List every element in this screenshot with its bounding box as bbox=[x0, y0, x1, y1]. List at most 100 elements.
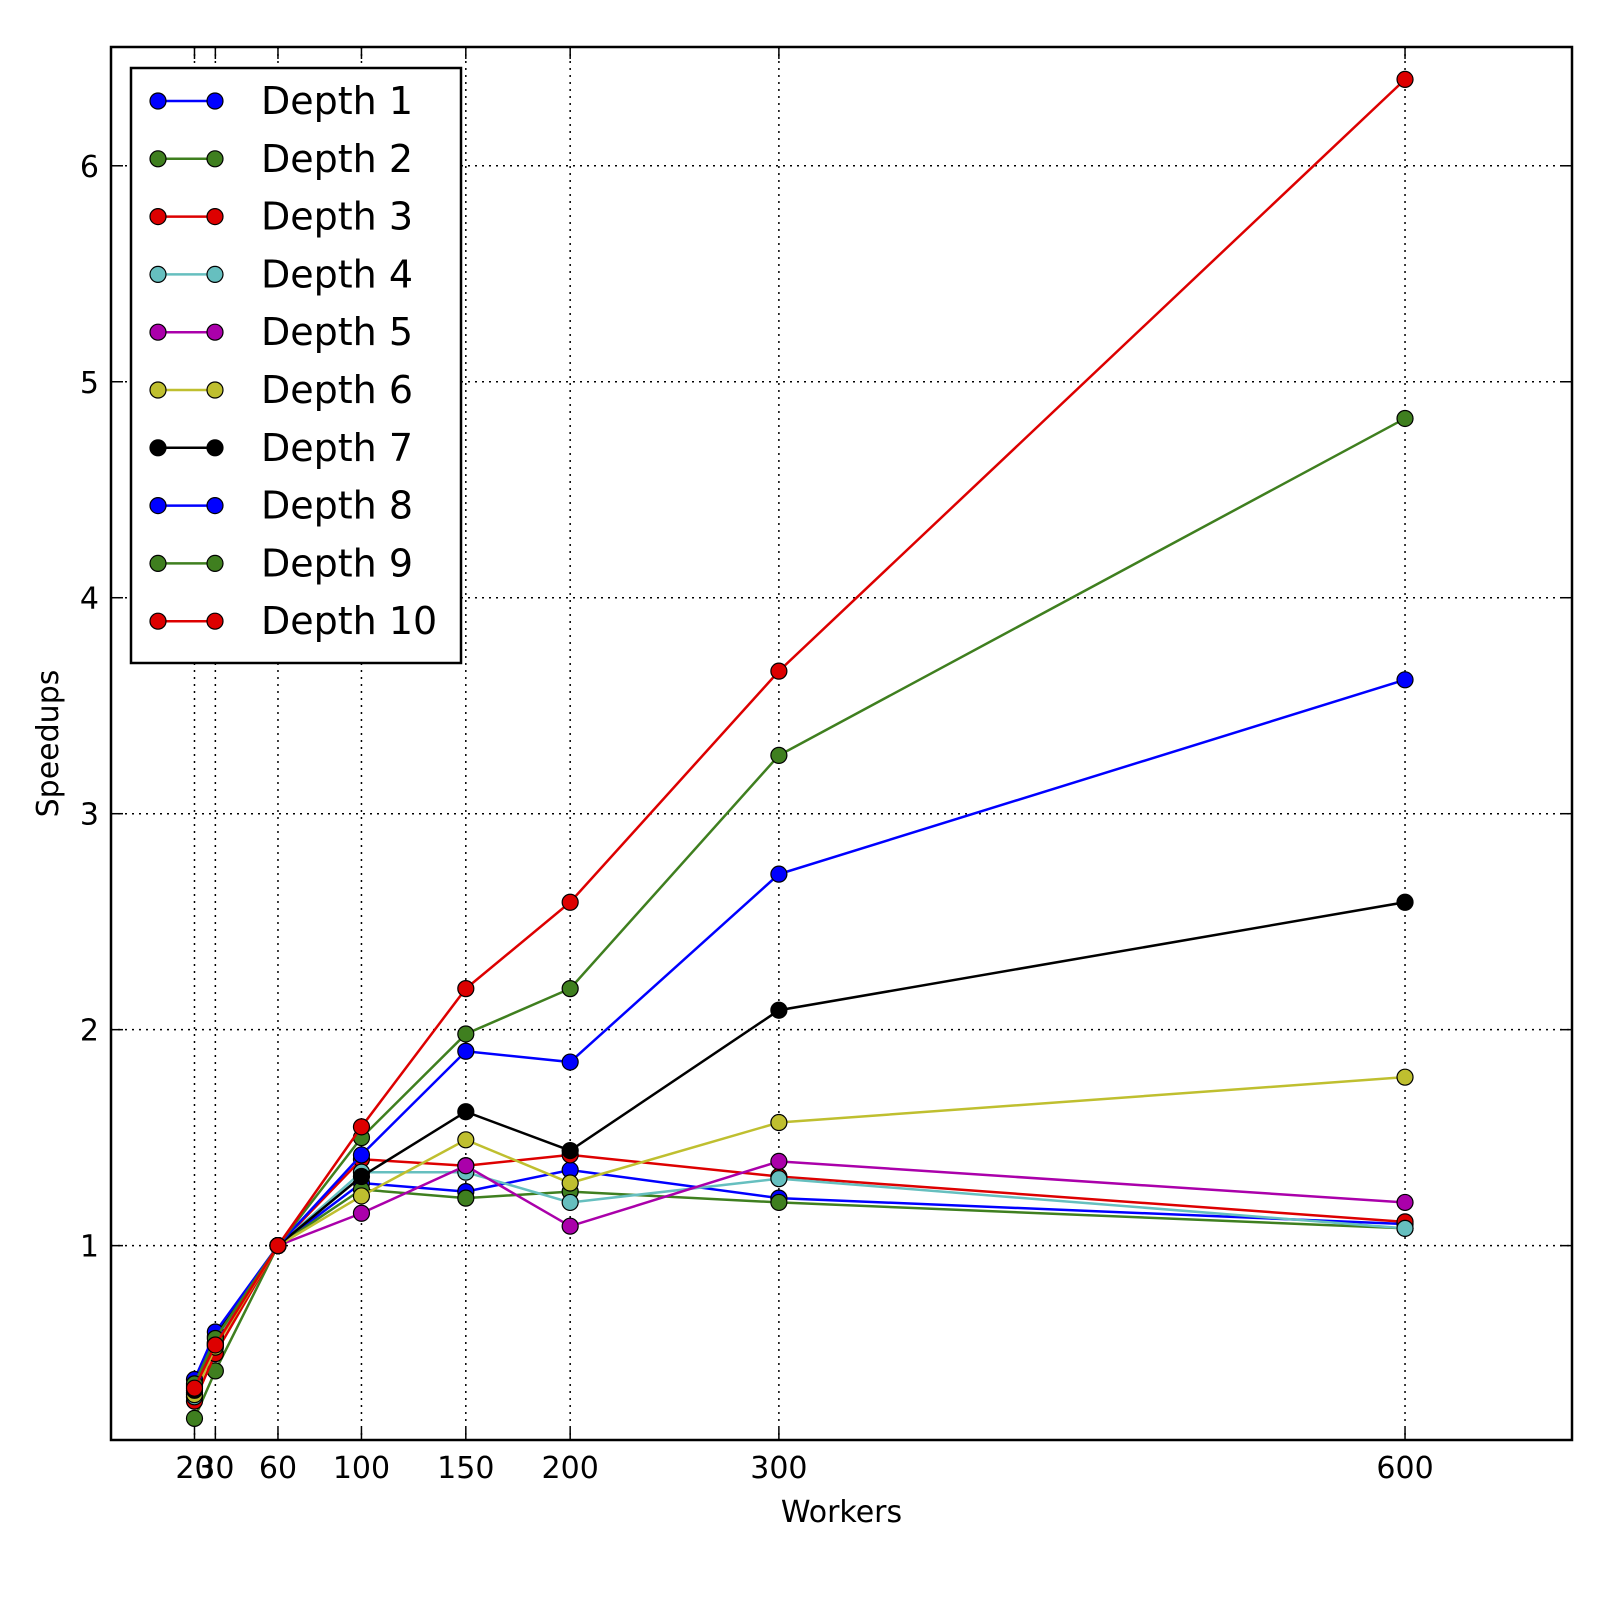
data-point-8-4 bbox=[352, 1146, 371, 1164]
legend-marker-left-3 bbox=[149, 208, 167, 226]
legend-marker-left-10 bbox=[149, 612, 167, 630]
legend-label-6: Depth 6 bbox=[261, 368, 413, 412]
data-point-6-7 bbox=[770, 1113, 788, 1132]
x-tick-label-5: 200 bbox=[542, 1451, 599, 1486]
legend-entry-2: Depth 2 bbox=[149, 137, 413, 181]
series-10 bbox=[185, 70, 1414, 1397]
plot-frame bbox=[109, 45, 1574, 1442]
legend-marker-right-3 bbox=[206, 208, 224, 226]
series-4 bbox=[185, 1163, 1414, 1406]
data-point-6-8 bbox=[1396, 1068, 1414, 1086]
data-point-5-8 bbox=[1396, 1193, 1414, 1212]
legend-marker-left-4 bbox=[149, 265, 167, 283]
data-point-10-3 bbox=[269, 1237, 287, 1255]
legend-label-3: Depth 3 bbox=[261, 195, 413, 239]
legend-label-10: Depth 10 bbox=[261, 599, 437, 643]
legend-label-2: Depth 2 bbox=[261, 137, 413, 181]
data-point-6-5 bbox=[457, 1131, 475, 1149]
legend-label-4: Depth 4 bbox=[261, 252, 413, 296]
data-point-4-7 bbox=[770, 1170, 788, 1188]
series-line-5 bbox=[193, 1160, 1406, 1393]
data-point-7-5 bbox=[457, 1103, 475, 1121]
x-tick-label-4: 150 bbox=[437, 1451, 494, 1486]
data-point-8-5 bbox=[457, 1042, 475, 1060]
legend-label-1: Depth 1 bbox=[261, 79, 413, 123]
data-point-7-7 bbox=[770, 1001, 788, 1019]
data-point-6-4 bbox=[352, 1187, 371, 1205]
legend-marker-right-9 bbox=[206, 554, 224, 573]
data-point-9-6 bbox=[561, 980, 579, 998]
y-tick-label-5: 6 bbox=[80, 150, 99, 185]
legend-marker-right-2 bbox=[206, 150, 224, 168]
series-3 bbox=[185, 1146, 1414, 1410]
legend: Depth 1 Depth 2 Depth 3 Depth 4 Depth 5 Depth… bbox=[129, 66, 463, 665]
data-point-9-8 bbox=[1396, 409, 1414, 428]
data-point-2-7 bbox=[770, 1193, 788, 1212]
data-point-10-8 bbox=[1396, 70, 1414, 88]
data-point-7-6 bbox=[561, 1142, 579, 1160]
legend-marker-left-2 bbox=[149, 150, 167, 168]
data-point-5-6 bbox=[561, 1217, 579, 1235]
data-point-9-5 bbox=[457, 1025, 475, 1043]
y-tick-label-0: 1 bbox=[80, 1230, 99, 1265]
data-point-10-4 bbox=[352, 1118, 371, 1136]
data-point-2-5 bbox=[457, 1189, 475, 1207]
x-tick-label-6: 300 bbox=[750, 1451, 807, 1486]
legend-entry-6: Depth 6 bbox=[149, 368, 413, 412]
legend-marker-right-4 bbox=[206, 265, 224, 283]
data-point-6-6 bbox=[561, 1174, 579, 1192]
data-point-10-5 bbox=[457, 980, 475, 998]
series-line-10 bbox=[193, 78, 1406, 1389]
x-tick-label-0: 20 bbox=[175, 1451, 213, 1486]
series-line-7 bbox=[193, 901, 1406, 1391]
legend-entry-9: Depth 9 bbox=[149, 541, 413, 585]
series-1 bbox=[185, 1161, 1414, 1395]
y-tick-label-1: 2 bbox=[80, 1014, 99, 1049]
y-axis-label: Speedups bbox=[31, 670, 66, 818]
legend-entry-10: Depth 10 bbox=[149, 599, 437, 643]
legend-label-7: Depth 7 bbox=[261, 426, 413, 470]
data-point-5-4 bbox=[352, 1204, 371, 1222]
data-point-10-1 bbox=[185, 1379, 204, 1397]
series-lines bbox=[185, 70, 1414, 1428]
legend-marker-right-10 bbox=[206, 612, 224, 630]
series-line-8 bbox=[193, 678, 1406, 1381]
data-point-10-7 bbox=[770, 662, 788, 680]
data-point-7-4 bbox=[352, 1167, 371, 1186]
legend-entry-8: Depth 8 bbox=[149, 484, 413, 528]
x-tick-label-2: 60 bbox=[259, 1451, 297, 1486]
legend-marker-left-5 bbox=[149, 323, 167, 341]
legend-marker-left-7 bbox=[149, 439, 167, 457]
data-point-8-7 bbox=[770, 865, 788, 883]
y-tick-label-4: 5 bbox=[80, 366, 99, 401]
x-tick-label-3: 100 bbox=[333, 1451, 390, 1486]
data-point-2-1 bbox=[185, 1409, 204, 1428]
series-line-9 bbox=[193, 417, 1406, 1385]
legend-label-5: Depth 5 bbox=[261, 310, 413, 354]
data-point-8-6 bbox=[561, 1053, 579, 1071]
data-point-8-8 bbox=[1396, 671, 1414, 689]
data-point-4-6 bbox=[561, 1193, 579, 1212]
legend-marker-right-6 bbox=[206, 381, 224, 399]
legend-marker-right-8 bbox=[206, 497, 224, 515]
legend-marker-left-1 bbox=[149, 92, 167, 110]
data-point-10-2 bbox=[206, 1336, 224, 1354]
legend-marker-right-7 bbox=[206, 439, 224, 457]
legend-entry-5: Depth 5 bbox=[149, 310, 413, 354]
data-point-10-6 bbox=[561, 893, 579, 911]
legend-marker-left-9 bbox=[149, 554, 167, 573]
y-tick-label-3: 4 bbox=[80, 582, 99, 617]
data-point-4-8 bbox=[1396, 1219, 1414, 1237]
data-point-7-8 bbox=[1396, 893, 1414, 911]
series-6 bbox=[185, 1068, 1414, 1404]
legend-label-9: Depth 9 bbox=[261, 541, 413, 585]
data-point-5-7 bbox=[770, 1152, 788, 1171]
legend-entry-7: Depth 7 bbox=[149, 426, 413, 470]
data-point-9-7 bbox=[770, 746, 788, 764]
legend-entry-1: Depth 1 bbox=[149, 79, 413, 123]
data-point-5-5 bbox=[457, 1157, 475, 1175]
legend-entry-4: Depth 4 bbox=[149, 252, 413, 296]
x-tick-label-1: 30 bbox=[196, 1451, 234, 1486]
